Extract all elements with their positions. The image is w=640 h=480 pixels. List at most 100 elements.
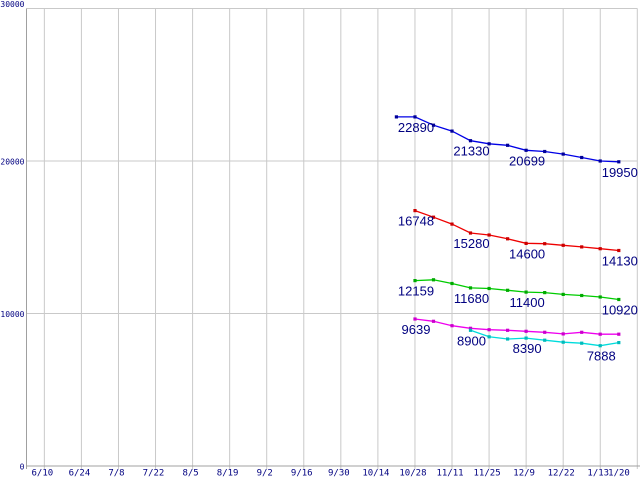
x-tick-label: 6/24 (69, 469, 91, 479)
data-point-marker (468, 286, 473, 290)
data-point-marker (487, 335, 491, 339)
data-point-marker (413, 115, 417, 119)
data-point-marker (468, 139, 473, 143)
data-point-marker (561, 340, 565, 344)
data-point-marker (580, 155, 584, 160)
data-point-label: 16748 (398, 214, 434, 229)
axes (26, 8, 640, 469)
data-point-label: 11400 (510, 295, 545, 310)
data-point-marker (506, 288, 510, 292)
series-line (414, 318, 619, 335)
gridlines (26, 8, 638, 469)
data-point-marker (561, 292, 565, 296)
data-point-label: 10920 (602, 303, 638, 318)
x-tick-label: 10/28 (399, 469, 426, 479)
data-point-marker (543, 291, 547, 295)
x-tick-label: 12/22 (548, 469, 575, 479)
y-axis-labels: 0 10000 20000 30000 (0, 0, 24, 472)
data-point-label: 22890 (398, 120, 434, 135)
y-tick-label: 0 (20, 463, 25, 472)
data-point-label: 12159 (398, 284, 434, 299)
data-point-marker (468, 328, 473, 332)
data-point-marker (487, 142, 491, 146)
x-tick-label: 7/22 (143, 469, 165, 479)
data-point-marker (617, 332, 621, 336)
x-tick-label: 8/19 (217, 469, 239, 479)
data-point-marker (450, 324, 454, 328)
y-tick-label: 30000 (0, 0, 24, 9)
data-point-marker (561, 152, 565, 156)
data-point-marker (506, 337, 510, 341)
data-point-label: 9639 (402, 322, 431, 337)
y-tick-label: 10000 (0, 310, 24, 319)
data-point-marker (543, 149, 547, 154)
data-point-marker (543, 330, 547, 334)
data-point-marker (487, 328, 491, 332)
x-tick-label: 10/14 (362, 469, 389, 479)
data-point-marker (543, 338, 547, 342)
data-point-marker (617, 248, 621, 253)
x-tick-label: 12/9 (513, 469, 535, 479)
series-5-cyan: 8900 8390 7888 (457, 328, 621, 364)
series-line (414, 209, 619, 252)
data-point-marker (431, 123, 436, 127)
series-line (414, 279, 619, 301)
data-point-marker (413, 279, 417, 283)
data-point-marker (506, 143, 510, 147)
series-1-blue: 22890 21330 20699 19950 (394, 115, 638, 180)
data-point-marker (450, 281, 454, 286)
data-point-label: 8390 (513, 341, 542, 356)
data-point-marker (580, 293, 584, 298)
data-point-marker (580, 330, 584, 334)
series-4-magenta: 9639 (402, 317, 621, 337)
x-axis-labels: 6/10 6/24 7/8 7/22 8/5 8/19 9/2 9/16 9/30 10/14 10… (32, 469, 630, 479)
data-point-marker (431, 215, 436, 219)
data-point-marker (506, 237, 510, 241)
data-point-label: 15280 (453, 236, 489, 251)
y-tick-label: 20000 (0, 158, 24, 167)
x-tick-label: 11/11 (436, 469, 463, 479)
x-tick-label: 9/2 (257, 469, 273, 479)
data-point-marker (580, 341, 584, 345)
x-tick-label: 6/10 (32, 469, 54, 479)
x-tick-label: 8/5 (182, 469, 198, 479)
data-point-label: 19950 (602, 165, 638, 180)
data-point-marker (617, 341, 621, 345)
data-point-marker (598, 295, 602, 299)
data-point-marker (580, 245, 584, 249)
data-point-label: 14130 (602, 254, 638, 269)
data-point-marker (524, 336, 528, 340)
x-tick-label: 1/20 (608, 469, 630, 479)
data-point-marker (487, 233, 491, 237)
data-point-label: 11680 (454, 291, 489, 306)
data-point-label: 7888 (587, 349, 616, 364)
data-point-marker (524, 290, 528, 294)
data-point-marker (413, 317, 417, 321)
data-point-marker (506, 328, 510, 332)
data-point-marker (487, 286, 491, 291)
data-point-label: 14600 (509, 246, 545, 261)
data-point-marker (598, 332, 602, 336)
data-point-marker (617, 297, 621, 302)
data-point-marker (394, 115, 398, 119)
data-point-marker (561, 243, 565, 247)
data-point-marker (561, 332, 565, 336)
x-tick-label: 11/25 (474, 469, 501, 479)
data-point-marker (598, 159, 602, 163)
series-2-red: 16748 15280 14600 14130 (398, 209, 638, 269)
data-point-marker (617, 160, 621, 164)
data-point-marker (598, 344, 602, 348)
data-point-marker (450, 129, 454, 133)
data-point-marker (468, 231, 473, 235)
x-tick-label: 7/8 (108, 469, 124, 479)
data-point-label: 21330 (453, 144, 489, 159)
data-point-marker (524, 241, 528, 245)
data-point-marker (543, 242, 547, 246)
data-point-label: 20699 (509, 153, 545, 168)
data-point-marker (450, 222, 454, 226)
data-point-marker (598, 247, 602, 251)
series-3-green: 12159 11680 11400 10920 (398, 278, 638, 318)
